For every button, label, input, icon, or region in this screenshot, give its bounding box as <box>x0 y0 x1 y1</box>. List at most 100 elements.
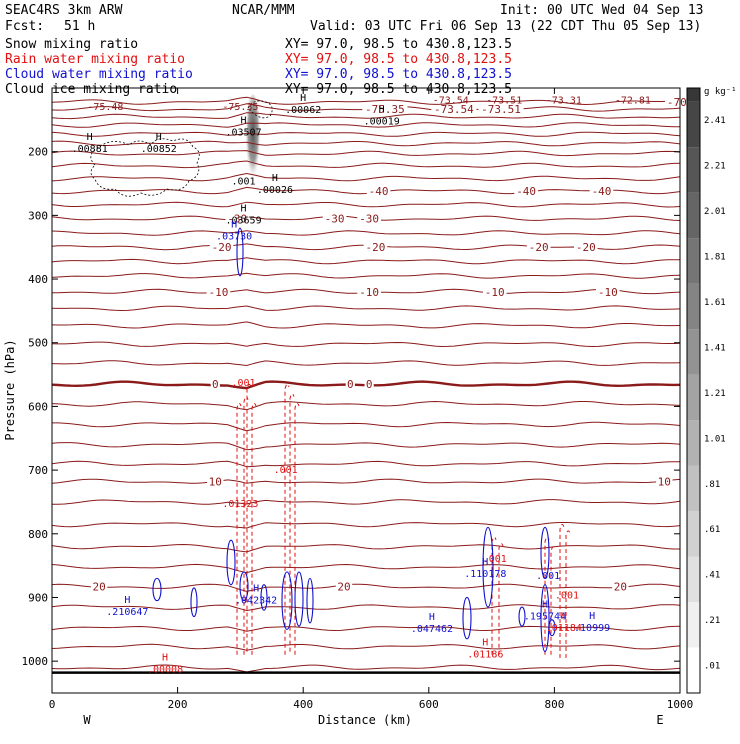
temperature-contour-label: 0 <box>212 378 219 391</box>
colorbar-segment <box>687 283 700 330</box>
contour-label-bg <box>431 104 477 115</box>
temperature-value: -73.51 <box>486 95 522 106</box>
temperature-contour <box>51 478 681 484</box>
colorbar-tick-label: 2.01 <box>704 207 726 217</box>
temperature-contour-label: -30 <box>359 213 379 226</box>
rain-contour <box>236 403 242 655</box>
maximum-value: .01184 <box>546 623 582 634</box>
temperature-contour <box>51 305 681 312</box>
colorbar-tick-label: .61 <box>704 525 720 535</box>
maximum-value: .00008 <box>147 664 183 675</box>
y-tick-label: 200 <box>28 146 48 159</box>
contour-label-bg <box>478 104 524 115</box>
colorbar-tick-label: .21 <box>704 616 720 626</box>
mixing-ratio-contour-label: .001 <box>555 590 579 601</box>
colorbar-tick-label: 1.21 <box>704 389 726 399</box>
y-tick-label: 600 <box>28 400 48 413</box>
colorbar-frame <box>686 87 701 694</box>
colorbar-segment <box>687 374 700 421</box>
temperature-value: -75.35 <box>222 102 258 113</box>
contour-label-bg <box>656 476 673 487</box>
field-cloudwater-label: Cloud water mixing ratio <box>5 67 193 82</box>
temperature-contour-label: 10 <box>209 476 222 489</box>
cloud-water-contour <box>294 571 304 627</box>
maximum-value: .10999 <box>574 623 610 634</box>
axes: 0 200 400 600 800 100020030040050060070080090… <box>22 88 693 711</box>
mixing-ratio-contour-label: .001 <box>274 465 298 476</box>
maximum-marker: H <box>241 203 247 214</box>
contour-label-bg <box>206 286 231 297</box>
x-axis-title: Distance (km) <box>318 713 412 727</box>
temperature-contour <box>51 201 681 208</box>
temperature-value: -73.31 <box>546 95 582 106</box>
temperature-contour-label: 20 <box>337 581 350 594</box>
init-time: Init: 00 UTC Wed 04 Sep 13 <box>500 3 704 18</box>
temperature-contour <box>51 583 681 592</box>
temperature-contour-label: -40 <box>592 185 612 198</box>
temperature-contour-label: -10 <box>208 286 228 299</box>
temperature-contour-label: -30 <box>227 213 247 226</box>
colorbar-tick-label: .41 <box>704 571 720 581</box>
contour-label-bg <box>589 186 614 197</box>
rain-contour <box>294 403 300 655</box>
colorbar-tick-label: 1.81 <box>704 252 726 262</box>
temperature-contour <box>51 140 681 147</box>
field-rain-label: Rain water mixing ratio <box>5 52 185 67</box>
maximum-marker: H <box>379 105 385 116</box>
temperature-contour <box>52 421 681 432</box>
contour-label-bg <box>482 286 507 297</box>
x-tick-label: 800 <box>544 698 564 711</box>
contour-label-bg <box>322 213 347 224</box>
contour-label-bg <box>526 242 551 253</box>
maximum-marker: H <box>300 93 306 104</box>
colorbar-segment <box>687 511 700 557</box>
cloud-water-contour <box>306 577 314 624</box>
temperature-contour-label: -40 <box>369 185 389 198</box>
colorbar-segment <box>687 420 700 466</box>
rain-contour <box>284 383 290 655</box>
x-tick-label: 200 <box>168 698 188 711</box>
contour-label-bg <box>362 104 408 115</box>
temperature-contour <box>51 341 681 348</box>
cloud-water-contour <box>190 587 198 618</box>
maximum-value: .03659 <box>225 215 261 226</box>
maximum-value: .01186 <box>467 650 503 661</box>
org-name: NCAR/MMM <box>232 3 295 18</box>
snow-cloud-outline-top <box>247 100 273 119</box>
temperature-contour-label: 0 <box>347 378 354 391</box>
contour-label-bg <box>363 242 388 253</box>
maximum-marker: H <box>124 595 130 606</box>
maximum-marker: H <box>589 611 595 622</box>
temperature-contour <box>51 272 681 279</box>
forecast-label: Fcst: <box>5 19 44 34</box>
temperature-contour <box>51 400 681 411</box>
forecast-hour: 51 h <box>64 19 95 34</box>
field-cloudice-xy: XY= 97.0, 98.5 to 430.8,123.5 <box>285 82 512 97</box>
temperature-contour <box>51 186 681 195</box>
colorbar-unit: g kg⁻¹ <box>704 87 737 97</box>
temperature-contour <box>51 460 681 468</box>
temperature-contour <box>51 131 681 137</box>
temperature-contour <box>51 543 680 553</box>
colorbar-segment <box>687 147 700 193</box>
rain-contour <box>565 530 571 658</box>
east-label: E <box>656 713 663 727</box>
contour-label-bg <box>665 97 689 108</box>
maximum-value: .110178 <box>464 569 506 580</box>
rain-contour <box>251 403 257 655</box>
colorbar-segment <box>687 556 700 603</box>
colorbar-tick-label: 2.41 <box>704 116 726 126</box>
colorbar-tick-label: .01 <box>704 662 720 672</box>
temperature-contour-label: -10 <box>485 286 505 299</box>
maximum-marker: H <box>87 132 93 143</box>
temperature-contour <box>51 442 681 451</box>
snow-cloud-outline <box>90 138 200 197</box>
colorbar-segment <box>687 465 700 512</box>
maximum-marker: H <box>561 611 567 622</box>
field-snow-xy: XY= 97.0, 98.5 to 430.8,123.5 <box>285 37 512 52</box>
temperature-contour-label: 20 <box>92 581 105 594</box>
contour-label-bg <box>357 286 381 297</box>
colorbar-tick-label: .81 <box>704 480 720 490</box>
cloud-water-contour <box>540 526 550 579</box>
